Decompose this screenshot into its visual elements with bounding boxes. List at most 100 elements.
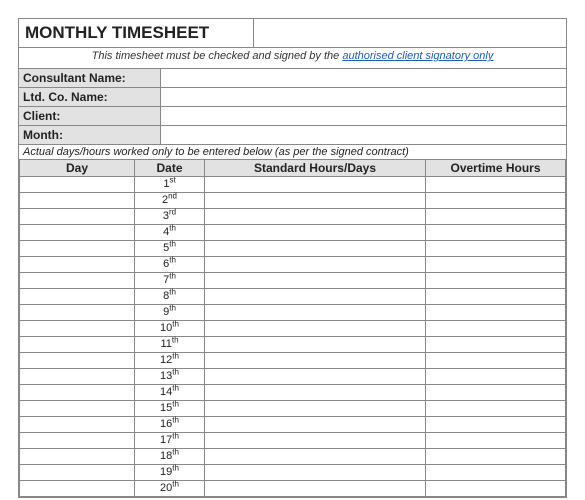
col-header-overtime: Overtime Hours: [426, 160, 566, 177]
col-header-day: Day: [20, 160, 135, 177]
table-row: 20th: [20, 481, 566, 497]
cell-overtime-hours[interactable]: [426, 209, 566, 225]
cell-standard-hours[interactable]: [205, 385, 426, 401]
cell-day[interactable]: [20, 209, 135, 225]
cell-standard-hours[interactable]: [205, 177, 426, 193]
table-row: 11th: [20, 337, 566, 353]
table-row: 5th: [20, 241, 566, 257]
cell-date: 7th: [135, 273, 205, 289]
cell-standard-hours[interactable]: [205, 305, 426, 321]
cell-standard-hours[interactable]: [205, 273, 426, 289]
timesheet-table: Day Date Standard Hours/Days Overtime Ho…: [19, 160, 566, 497]
cell-day[interactable]: [20, 177, 135, 193]
field-label: Client:: [19, 107, 161, 125]
cell-date: 18th: [135, 449, 205, 465]
document-title: MONTHLY TIMESHEET: [19, 19, 254, 47]
cell-day[interactable]: [20, 241, 135, 257]
cell-date: 1st: [135, 177, 205, 193]
cell-overtime-hours[interactable]: [426, 321, 566, 337]
cell-overtime-hours[interactable]: [426, 433, 566, 449]
cell-standard-hours[interactable]: [205, 289, 426, 305]
cell-overtime-hours[interactable]: [426, 225, 566, 241]
cell-day[interactable]: [20, 385, 135, 401]
cell-day[interactable]: [20, 369, 135, 385]
cell-overtime-hours[interactable]: [426, 305, 566, 321]
cell-overtime-hours[interactable]: [426, 369, 566, 385]
cell-overtime-hours[interactable]: [426, 401, 566, 417]
cell-day[interactable]: [20, 401, 135, 417]
field-value[interactable]: [161, 69, 566, 87]
cell-overtime-hours[interactable]: [426, 273, 566, 289]
cell-overtime-hours[interactable]: [426, 449, 566, 465]
cell-overtime-hours[interactable]: [426, 465, 566, 481]
field-client: Client:: [19, 107, 566, 126]
cell-day[interactable]: [20, 481, 135, 497]
cell-overtime-hours[interactable]: [426, 481, 566, 497]
cell-day[interactable]: [20, 257, 135, 273]
cell-date: 8th: [135, 289, 205, 305]
cell-standard-hours[interactable]: [205, 241, 426, 257]
table-row: 7th: [20, 273, 566, 289]
cell-date: 9th: [135, 305, 205, 321]
cell-standard-hours[interactable]: [205, 193, 426, 209]
field-value[interactable]: [161, 88, 566, 106]
table-row: 17th: [20, 433, 566, 449]
cell-date: 2nd: [135, 193, 205, 209]
cell-date: 4th: [135, 225, 205, 241]
cell-standard-hours[interactable]: [205, 353, 426, 369]
cell-overtime-hours[interactable]: [426, 257, 566, 273]
cell-date: 11th: [135, 337, 205, 353]
cell-overtime-hours[interactable]: [426, 241, 566, 257]
cell-day[interactable]: [20, 273, 135, 289]
cell-overtime-hours[interactable]: [426, 289, 566, 305]
cell-day[interactable]: [20, 289, 135, 305]
cell-day[interactable]: [20, 449, 135, 465]
cell-overtime-hours[interactable]: [426, 417, 566, 433]
signatory-note: This timesheet must be checked and signe…: [19, 48, 566, 69]
field-value[interactable]: [161, 107, 566, 125]
cell-standard-hours[interactable]: [205, 209, 426, 225]
cell-overtime-hours[interactable]: [426, 385, 566, 401]
cell-overtime-hours[interactable]: [426, 193, 566, 209]
table-row: 8th: [20, 289, 566, 305]
field-month: Month:: [19, 126, 566, 145]
cell-day[interactable]: [20, 225, 135, 241]
cell-date: 6th: [135, 257, 205, 273]
cell-overtime-hours[interactable]: [426, 337, 566, 353]
cell-standard-hours[interactable]: [205, 257, 426, 273]
signatory-link[interactable]: authorised client signatory only: [342, 50, 493, 62]
cell-standard-hours[interactable]: [205, 321, 426, 337]
table-row: 19th: [20, 465, 566, 481]
cell-day[interactable]: [20, 433, 135, 449]
instruction-text: Actual days/hours worked only to be ente…: [19, 145, 566, 160]
cell-day[interactable]: [20, 465, 135, 481]
field-consultant-name: Consultant Name:: [19, 69, 566, 88]
table-header-row: Day Date Standard Hours/Days Overtime Ho…: [20, 160, 566, 177]
cell-date: 20th: [135, 481, 205, 497]
cell-day[interactable]: [20, 337, 135, 353]
cell-day[interactable]: [20, 193, 135, 209]
cell-standard-hours[interactable]: [205, 433, 426, 449]
table-row: 1st: [20, 177, 566, 193]
cell-standard-hours[interactable]: [205, 225, 426, 241]
cell-day[interactable]: [20, 417, 135, 433]
note-prefix: This timesheet must be checked and signe…: [92, 50, 343, 62]
cell-standard-hours[interactable]: [205, 465, 426, 481]
cell-overtime-hours[interactable]: [426, 353, 566, 369]
table-row: 13th: [20, 369, 566, 385]
cell-day[interactable]: [20, 353, 135, 369]
table-row: 14th: [20, 385, 566, 401]
table-row: 16th: [20, 417, 566, 433]
cell-standard-hours[interactable]: [205, 417, 426, 433]
cell-standard-hours[interactable]: [205, 337, 426, 353]
cell-date: 5th: [135, 241, 205, 257]
cell-standard-hours[interactable]: [205, 481, 426, 497]
cell-day[interactable]: [20, 321, 135, 337]
cell-standard-hours[interactable]: [205, 369, 426, 385]
cell-standard-hours[interactable]: [205, 449, 426, 465]
cell-date: 3rd: [135, 209, 205, 225]
cell-day[interactable]: [20, 305, 135, 321]
cell-standard-hours[interactable]: [205, 401, 426, 417]
cell-overtime-hours[interactable]: [426, 177, 566, 193]
field-value[interactable]: [161, 126, 566, 144]
